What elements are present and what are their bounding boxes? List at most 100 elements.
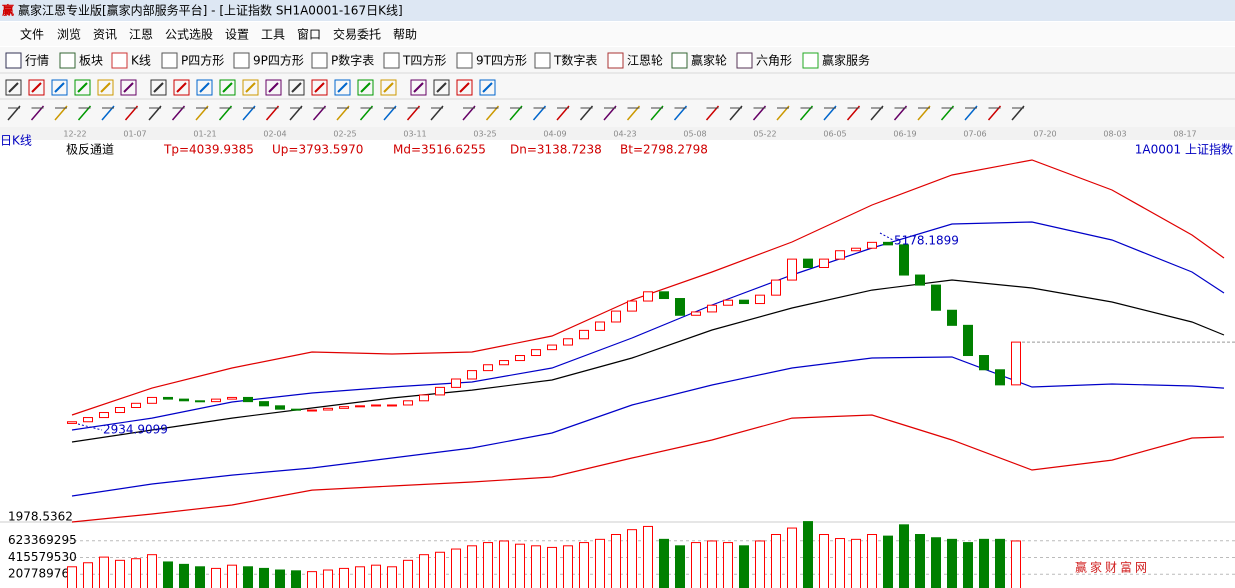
date-label: 12-22: [63, 130, 86, 139]
tool-icon[interactable]: [334, 79, 351, 96]
toolbar-icon[interactable]: [607, 52, 624, 69]
toolbar-icon[interactable]: [802, 52, 819, 69]
toolbar-icon[interactable]: [534, 52, 551, 69]
toolbar-button[interactable]: 9P四方形: [253, 53, 304, 68]
date-label: 03-11: [403, 130, 426, 139]
candle: [211, 398, 221, 403]
toolbar-button[interactable]: P数字表: [331, 53, 374, 68]
tool-icon-glyph: [100, 82, 111, 93]
toolbar-icon[interactable]: [111, 52, 128, 69]
volume-bar: [675, 545, 685, 588]
tool-icon[interactable]: [219, 79, 236, 96]
menu-bar: [0, 22, 1235, 46]
toolbar-button[interactable]: K线: [131, 54, 151, 68]
volume-bar: [403, 559, 413, 588]
menu-item[interactable]: 窗口: [297, 28, 321, 42]
tool-icon[interactable]: [150, 79, 167, 96]
volume-bar: [355, 566, 365, 588]
toolbar-button[interactable]: 板块: [79, 54, 103, 68]
volume-bar: [691, 542, 701, 588]
volume-bar: [547, 546, 557, 588]
annotation-leader: [77, 423, 103, 431]
volume-bar: [851, 538, 861, 588]
volume-bar: [803, 521, 813, 588]
toolbar-button[interactable]: T四方形: [402, 53, 446, 68]
candle: [115, 406, 125, 414]
tool-icon[interactable]: [120, 79, 137, 96]
channel-line: [71, 279, 1225, 443]
tool-icon[interactable]: [97, 79, 114, 96]
date-label: 04-23: [613, 130, 636, 139]
tool-icon-glyph: [77, 82, 88, 93]
title-bar: [0, 0, 1235, 21]
candle: [339, 406, 349, 409]
menu-item[interactable]: 文件: [20, 27, 44, 42]
tool-icon[interactable]: [357, 79, 374, 96]
tool-icon[interactable]: [479, 79, 496, 96]
toolbar-button[interactable]: 六角形: [756, 54, 792, 68]
volume-bar: [83, 562, 93, 588]
tool-icon[interactable]: [288, 79, 305, 96]
toolbar-icon[interactable]: [383, 52, 400, 69]
tool-icon[interactable]: [51, 79, 68, 96]
menu-item[interactable]: 资讯: [93, 28, 117, 42]
date-label: 05-08: [683, 130, 706, 139]
menu-item[interactable]: 江恩: [129, 28, 153, 42]
candle: [771, 279, 781, 296]
toolbar-icon[interactable]: [311, 52, 328, 69]
menu-item[interactable]: 交易委托: [333, 27, 381, 42]
toolbar-button[interactable]: 江恩轮: [627, 54, 663, 68]
toolbar-button[interactable]: 赢家轮: [691, 53, 727, 68]
tool-icon[interactable]: [265, 79, 282, 96]
tool-icon[interactable]: [311, 79, 328, 96]
candle: [243, 396, 253, 403]
menu-item[interactable]: 工具: [261, 28, 285, 42]
candle: [611, 310, 621, 323]
tool-icon-glyph: [360, 82, 371, 93]
toolbar-button[interactable]: 赢家服务: [822, 53, 870, 68]
tool-icon[interactable]: [433, 79, 450, 96]
tool-icon[interactable]: [5, 79, 22, 96]
toolbar-icon[interactable]: [59, 52, 76, 69]
candle: [1011, 341, 1021, 386]
volume-bar: [819, 534, 829, 588]
toolbar-button[interactable]: 9T四方形: [476, 53, 527, 68]
toolbar-icon[interactable]: [5, 52, 22, 69]
tool-icon[interactable]: [456, 79, 473, 96]
tool-icon-glyph: [383, 82, 394, 93]
tool-icon-glyph: [268, 82, 279, 93]
menu-item[interactable]: 设置: [225, 28, 249, 42]
tool-icon[interactable]: [173, 79, 190, 96]
tool-icon-glyph: [314, 82, 325, 93]
tool-icon[interactable]: [196, 79, 213, 96]
volume-bar: [627, 529, 637, 588]
menu-item[interactable]: 帮助: [393, 28, 417, 42]
volume-bar: [659, 538, 669, 588]
tool-icon[interactable]: [28, 79, 45, 96]
tool-icon-glyph: [482, 82, 493, 93]
toolbar-button[interactable]: 行情: [25, 54, 49, 68]
toolbar-icon[interactable]: [671, 52, 688, 69]
candle: [883, 241, 893, 246]
tool-icon[interactable]: [380, 79, 397, 96]
candle: [627, 300, 637, 312]
tool-icon[interactable]: [242, 79, 259, 96]
toolbar-icon[interactable]: [456, 52, 473, 69]
toolbar-icon[interactable]: [233, 52, 250, 69]
candle: [691, 311, 701, 316]
tool-icon[interactable]: [74, 79, 91, 96]
toolbar-button[interactable]: T数字表: [553, 53, 597, 68]
volume-bar: [483, 542, 493, 588]
toolbar-button[interactable]: P四方形: [181, 53, 224, 68]
menu-item[interactable]: 浏览: [57, 27, 81, 42]
indicator-param: Up=3793.5970: [272, 143, 363, 157]
volume-bar: [259, 567, 269, 588]
menu-item[interactable]: 公式选股: [165, 28, 213, 42]
candle: [147, 396, 157, 404]
volume-bar: [323, 569, 333, 588]
tool-icon[interactable]: [410, 79, 427, 96]
toolbar-icon[interactable]: [736, 52, 753, 69]
toolbar-icon[interactable]: [161, 52, 178, 69]
candle: [99, 412, 109, 419]
